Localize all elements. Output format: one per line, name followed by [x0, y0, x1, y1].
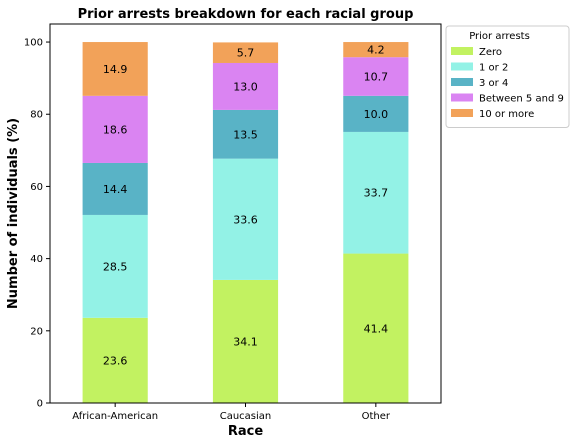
data-label: 18.6 — [103, 123, 128, 136]
y-tick-label: 80 — [30, 110, 43, 121]
data-label: 14.4 — [103, 183, 128, 196]
x-axis-label: Race — [228, 424, 263, 439]
legend-swatch — [451, 78, 473, 86]
data-label: 13.0 — [233, 80, 258, 93]
legend: Prior arrests Zero 1 or 2 3 or 4 Between 5 … — [445, 25, 570, 128]
x-tick-label: African-American — [72, 411, 158, 422]
bar-segment — [212, 279, 279, 403]
legend-swatch — [451, 93, 473, 102]
legend-swatch — [451, 109, 473, 117]
legend-title: Prior arrests — [469, 31, 530, 42]
y-tick-label: 0 — [37, 399, 43, 410]
data-label: 14.9 — [103, 63, 128, 76]
data-label: 4.2 — [367, 44, 385, 57]
legend-label: 10 or more — [479, 109, 534, 120]
y-tick-label: 100 — [24, 38, 43, 49]
bar-segment — [343, 42, 409, 58]
bar-segment — [82, 317, 148, 403]
y-axis-label: Number of individuals (%) — [6, 118, 21, 309]
bar-segment — [82, 42, 148, 96]
data-label: 23.6 — [103, 354, 128, 367]
y-tick-label: 20 — [30, 326, 43, 337]
legend-label: Between 5 and 9 — [479, 94, 564, 105]
legend-items: Zero 1 or 2 3 or 4 Between 5 and 9 10 or mor… — [451, 47, 564, 120]
y-ticks-group: 0 20 40 60 80 100 — [24, 38, 50, 410]
data-label: 33.7 — [364, 187, 389, 200]
bar-segment — [343, 131, 409, 254]
chart-title: Prior arrests breakdown for each racial … — [78, 7, 414, 22]
data-label: 28.5 — [103, 260, 128, 273]
data-label: 33.6 — [233, 213, 258, 226]
x-ticks-group: African-American Caucasian Other — [72, 403, 391, 422]
bars-group — [82, 42, 409, 403]
bar-segment — [82, 214, 148, 318]
bar-segment — [343, 253, 409, 403]
bar-segment — [343, 95, 409, 132]
legend-label: Zero — [479, 47, 502, 58]
bar-segment — [212, 109, 279, 159]
bar-segment — [212, 158, 279, 280]
segment-labels-group: 23.6 28.5 14.4 18.6 14.9 34.1 33.6 13.5 13.0 5.7 4… — [103, 44, 388, 368]
legend-label: 1 or 2 — [479, 63, 508, 74]
legend-label: 3 or 4 — [479, 78, 508, 89]
data-label: 10.7 — [364, 71, 389, 84]
y-tick-label: 60 — [30, 182, 43, 193]
bar-segment — [343, 57, 409, 96]
bar-segment — [212, 62, 279, 110]
x-tick-label: Caucasian — [220, 411, 272, 422]
x-tick-label: Other — [362, 411, 391, 422]
data-label: 41.4 — [364, 322, 389, 335]
legend-box — [445, 25, 570, 128]
bar-segment — [82, 162, 148, 215]
legend-swatch — [451, 47, 473, 55]
y-tick-label: 40 — [30, 254, 43, 265]
data-label: 5.7 — [237, 47, 255, 60]
data-label: 10.0 — [364, 108, 389, 121]
bar-segment — [212, 42, 279, 63]
bar-segment — [82, 95, 148, 163]
legend-swatch — [451, 62, 473, 71]
data-label: 34.1 — [233, 335, 258, 348]
data-label: 13.5 — [233, 128, 258, 141]
